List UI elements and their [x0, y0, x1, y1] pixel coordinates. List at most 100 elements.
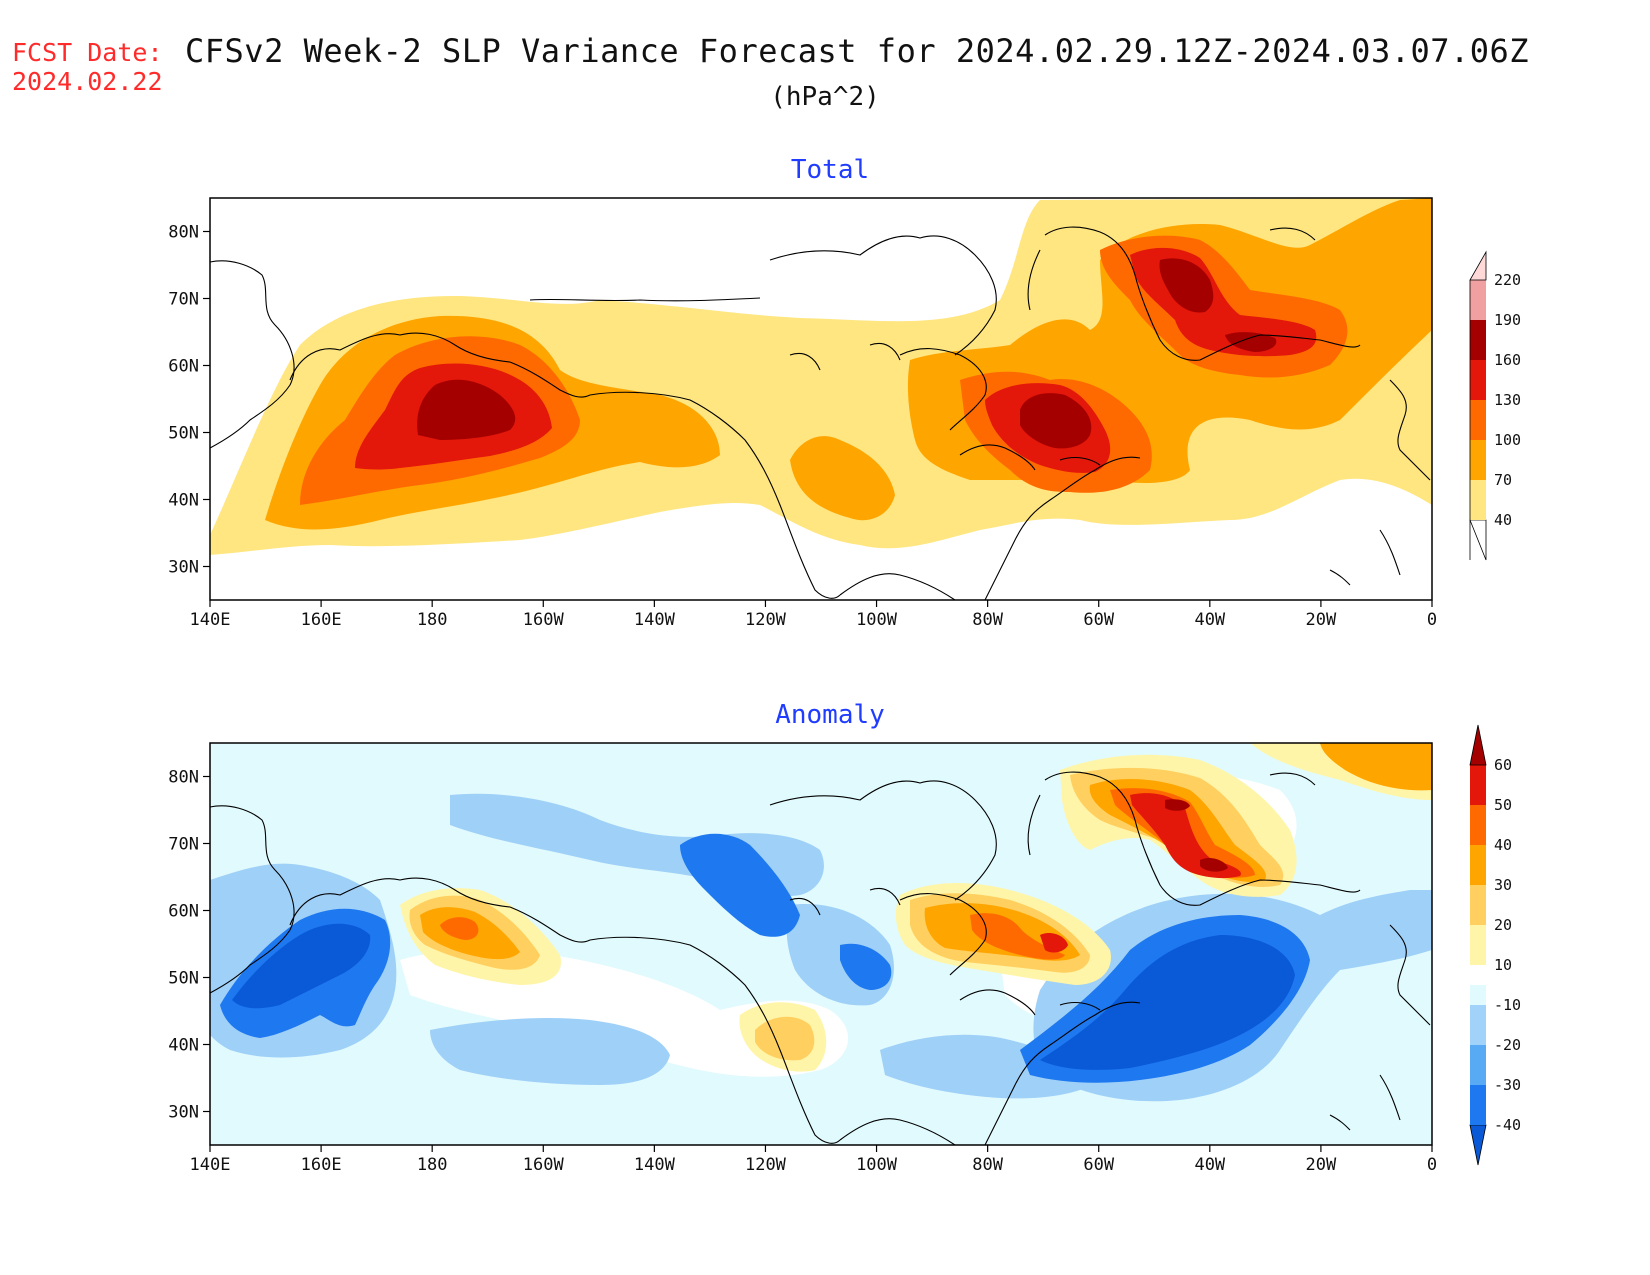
forecast-date-label: FCST Date: 2024.02.22	[12, 38, 163, 96]
total-colorbar-swatch	[1469, 250, 1487, 281]
anomaly-colorbar-swatch	[1469, 724, 1487, 766]
anomaly-colorbar-swatch	[1470, 805, 1486, 845]
anomaly-contour-p40-b	[970, 913, 1065, 960]
anomaly-contour-m30-b	[680, 833, 800, 937]
anomaly-lon-label: 100W	[856, 1155, 898, 1175]
total-colorbar-label: 160	[1494, 351, 1521, 369]
total-lat-label: 30N	[168, 558, 199, 578]
anomaly-colorbar-label: -10	[1494, 996, 1521, 1014]
total-colorbar-swatch	[1470, 480, 1486, 520]
panel-title-anomaly: Anomaly	[775, 700, 885, 730]
anomaly-colorbar-swatch	[1470, 885, 1486, 925]
page-title: CFSv2 Week-2 SLP Variance Forecast for 2…	[185, 32, 1530, 70]
anomaly-coastlines	[210, 771, 1431, 1145]
anomaly-colorbar-label: 30	[1494, 876, 1512, 894]
anomaly-contour-m20-e	[880, 1034, 1100, 1099]
total-lat-label: 50N	[168, 424, 199, 444]
anomaly-colorbar-label: 60	[1494, 756, 1512, 774]
total-lon-label: 20W	[1306, 610, 1337, 630]
total-lat-label: 70N	[168, 290, 199, 310]
total-lon-label: 60W	[1083, 610, 1114, 630]
anomaly-colorbar-label: -40	[1494, 1116, 1521, 1134]
total-lat-label: 80N	[168, 223, 199, 243]
anomaly-colorbar-label: -30	[1494, 1076, 1521, 1094]
anomaly-colorbar-label: -20	[1494, 1036, 1521, 1054]
total-lon-label: 100W	[856, 610, 898, 630]
anomaly-lon-label: 0	[1427, 1155, 1437, 1175]
anomaly-contour-m30-b2	[840, 943, 892, 990]
total-lon-label: 160E	[301, 610, 342, 630]
total-colorbar-label: 70	[1494, 471, 1512, 489]
fcst-date: 2024.02.22	[12, 67, 163, 96]
total-colorbar-swatch	[1470, 400, 1486, 440]
anomaly-lat-label: 40N	[168, 1036, 199, 1056]
total-colorbar-swatch	[1470, 440, 1486, 480]
total-colorbar-swatch	[1470, 360, 1486, 400]
total-lat-label: 40N	[168, 491, 199, 511]
total-lon-label: 40W	[1194, 610, 1225, 630]
total-lon-label: 80W	[972, 610, 1003, 630]
anomaly-colorbar-swatch	[1470, 1005, 1486, 1045]
anomaly-contour-p40	[440, 917, 479, 940]
total-lon-label: 140W	[634, 610, 676, 630]
anomaly-contour-p50-b	[1040, 933, 1068, 953]
anomaly-colorbar-swatch	[1470, 1045, 1486, 1085]
anomaly-lat-label: 60N	[168, 902, 199, 922]
anomaly-lon-label: 120W	[745, 1155, 787, 1175]
total-colorbar-swatch	[1470, 320, 1486, 360]
anomaly-colorbar-swatch	[1469, 1124, 1487, 1166]
anomaly-colorbar-swatch	[1470, 925, 1486, 965]
anomaly-colorbar-swatch	[1470, 845, 1486, 885]
anomaly-lon-label: 140W	[634, 1155, 676, 1175]
total-colorbar-label: 220	[1494, 271, 1521, 289]
anomaly-contour-p50	[1130, 793, 1241, 879]
total-map-field	[210, 198, 1432, 600]
total-lon-label: 120W	[745, 610, 787, 630]
anomaly-colorbar-swatch	[1470, 765, 1486, 805]
anomaly-lon-label: 160W	[523, 1155, 565, 1175]
anomaly-contour-m40	[232, 923, 371, 1009]
anomaly-contour-m20-b	[430, 1018, 670, 1085]
total-contour-160-d	[1225, 332, 1277, 352]
anomaly-colorbar-swatch	[1470, 985, 1486, 1005]
anomaly-lon-label: 140E	[190, 1155, 231, 1175]
anomaly-contour-m40-b	[1040, 935, 1295, 1070]
anomaly-colorbar-label: 40	[1494, 836, 1512, 854]
total-colorbar-lower-tail	[1469, 519, 1487, 561]
total-contour-70-b	[790, 436, 895, 521]
total-lon-label: 160W	[523, 610, 565, 630]
anomaly-lon-label: 20W	[1306, 1155, 1337, 1175]
total-lon-label: 140E	[190, 610, 231, 630]
total-coastlines	[210, 226, 1431, 600]
total-contour-160	[417, 379, 516, 440]
total-lon-label: 180	[417, 610, 448, 630]
anomaly-lon-label: 180	[417, 1155, 448, 1175]
anomaly-contour-p60	[1165, 799, 1190, 811]
anomaly-lon-label: 60W	[1083, 1155, 1114, 1175]
anomaly-lon-label: 40W	[1194, 1155, 1225, 1175]
anomaly-contour-p60-b	[1200, 857, 1228, 872]
anomaly-contour-p20-e	[1320, 743, 1432, 791]
anomaly-colorbar-label: 10	[1494, 956, 1512, 974]
anomaly-map-field	[210, 743, 1432, 1145]
total-colorbar-swatch	[1470, 280, 1486, 320]
total-contour-160-b	[1020, 393, 1092, 449]
total-lat-label: 60N	[168, 357, 199, 377]
anomaly-lat-label: 80N	[168, 768, 199, 788]
anomaly-colorbar-swatch	[1470, 1085, 1486, 1125]
total-lon-label: 0	[1427, 610, 1437, 630]
total-colorbar-label: 190	[1494, 311, 1521, 329]
anomaly-lon-label: 80W	[972, 1155, 1003, 1175]
anomaly-lon-label: 160E	[301, 1155, 342, 1175]
anomaly-lat-label: 30N	[168, 1103, 199, 1123]
anomaly-colorbar-label: 20	[1494, 916, 1512, 934]
total-colorbar-label: 100	[1494, 431, 1521, 449]
total-colorbar-label: 40	[1494, 511, 1512, 529]
panel-title-total: Total	[791, 155, 869, 185]
total-colorbar-label: 130	[1494, 391, 1521, 409]
total-plot-frame	[209, 197, 1433, 601]
anomaly-lat-label: 50N	[168, 969, 199, 989]
anomaly-colorbar-label: 50	[1494, 796, 1512, 814]
anomaly-plot-frame	[209, 742, 1433, 1146]
